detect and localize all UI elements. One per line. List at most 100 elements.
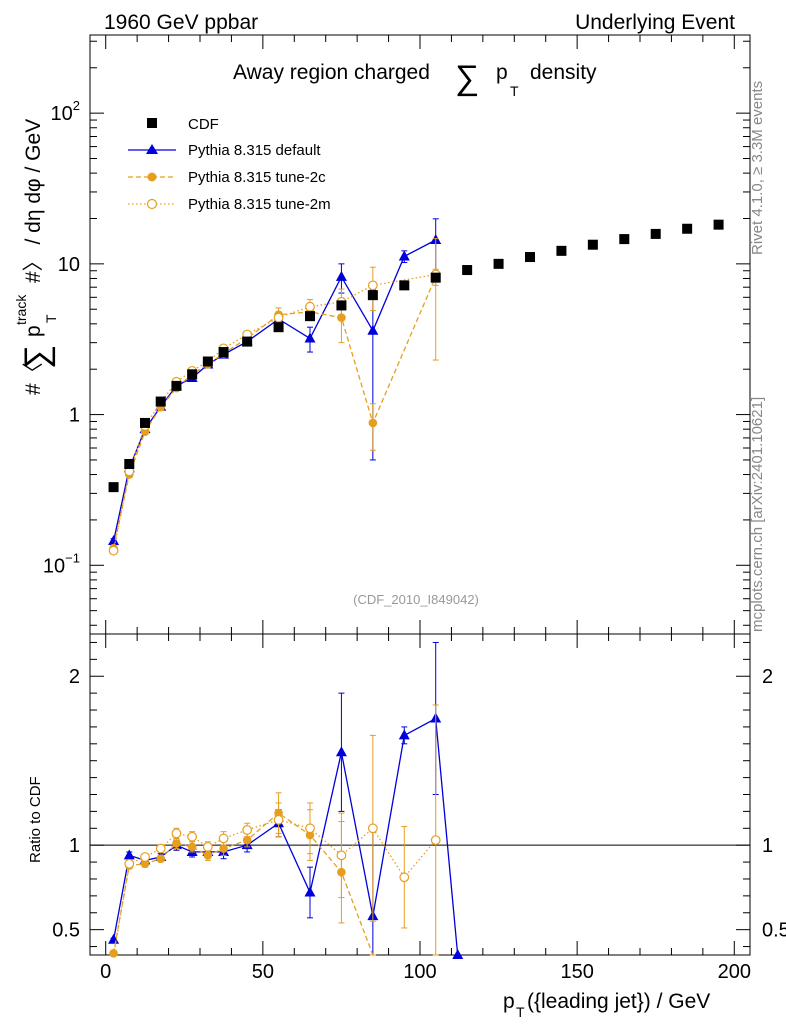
- ylabel-rest: #〉 / dη dφ / GeV: [22, 119, 45, 283]
- data-point-circle-open: [155, 843, 166, 854]
- data-point-circle-filled: [172, 839, 181, 848]
- legend-item-tune-2c: Pythia 8.315 tune-2c: [128, 169, 326, 186]
- data-point-triangle: [398, 250, 410, 261]
- ylabel-sup: track: [13, 294, 29, 325]
- ylabel-p: p: [22, 325, 45, 337]
- data-point-triangle: [304, 332, 316, 343]
- series-pythia-8-315-tune-2m: [110, 704, 441, 956]
- data-point-circle-open: [140, 852, 150, 862]
- main-title: Away region charged ∑ p T density: [233, 59, 597, 99]
- data-point-circle-open: [171, 828, 182, 839]
- data-point-circle-open: [242, 825, 253, 835]
- ylabel-sub: T: [43, 314, 59, 323]
- main-data-layer: [108, 218, 724, 556]
- data-point-square: [305, 311, 315, 322]
- data-point-square: [713, 219, 724, 230]
- data-point-triangle: [398, 729, 410, 740]
- ratio-y-tick-label-right: 2: [762, 666, 773, 688]
- main-y-label: #〈 ∑ p T track #〉 / dη dφ / GeV: [13, 119, 59, 395]
- legend-marker-default: [146, 144, 158, 154]
- series-pythia-8-315-default: [108, 641, 464, 959]
- title-sum-symbol: ∑: [455, 59, 479, 97]
- data-point-square: [218, 347, 229, 358]
- legend-marker-tune-2c: [147, 172, 157, 182]
- ratio-y-tick-label-left: 2: [69, 666, 80, 688]
- ratio-y-tick-label-right: 1: [762, 835, 773, 857]
- x-tick-label: 50: [252, 961, 274, 983]
- data-point-circle-open: [202, 841, 213, 852]
- title-suffix: density: [530, 61, 597, 84]
- data-point-circle-open: [273, 312, 284, 323]
- legend-item-tune-2m: Pythia 8.315 tune-2m: [128, 196, 331, 213]
- legend-label-tune-2c: Pythia 8.315 tune-2c: [188, 169, 326, 186]
- ylabel-sum: ∑: [18, 345, 56, 369]
- ratio-y-tick-label-right: 0.5: [762, 920, 786, 942]
- data-point-square: [682, 223, 693, 234]
- data-point-square: [556, 245, 567, 256]
- data-point-circle-filled: [219, 844, 228, 853]
- data-point-circle-open: [305, 301, 315, 312]
- y-tick-label: 1: [69, 405, 80, 427]
- data-point-circle-filled: [109, 949, 118, 958]
- legend: CDF Pythia 8.315 default Pythia 8.315 tu…: [128, 116, 331, 213]
- data-point-square: [650, 228, 661, 239]
- data-point-triangle: [335, 746, 347, 757]
- data-point-square: [462, 265, 473, 276]
- ratio-y-tick-label-left: 1: [69, 835, 80, 857]
- data-point-square: [140, 417, 150, 428]
- xlabel-rest: ({leading jet}) / GeV: [527, 990, 710, 1013]
- ylabel-hash: #〈: [22, 362, 45, 395]
- legend-label-cdf: CDF: [188, 116, 219, 133]
- xlabel-p: p: [503, 990, 515, 1013]
- data-point-square: [273, 322, 284, 333]
- data-point-square: [336, 300, 347, 311]
- header-right: Underlying Event: [575, 11, 735, 34]
- data-point-triangle: [108, 534, 120, 545]
- data-point-circle-filled: [368, 418, 378, 428]
- data-point-triangle: [452, 949, 464, 959]
- legend-item-cdf: CDF: [147, 116, 219, 133]
- header-left: 1960 GeV ppbar: [104, 11, 258, 34]
- data-point-circle-filled: [156, 854, 166, 863]
- legend-label-tune-2m: Pythia 8.315 tune-2m: [188, 196, 331, 213]
- data-point-triangle: [367, 324, 379, 335]
- title-p: p: [496, 61, 508, 84]
- title-sub-t: T: [510, 83, 519, 99]
- x-tick-label: 150: [560, 961, 593, 983]
- x-tick-label: 100: [403, 961, 436, 983]
- series-line-pythia-8-315-default: [112, 717, 459, 956]
- data-point-circle-open: [187, 831, 198, 842]
- series-line-pythia-8-315-tune-2c: [112, 812, 374, 956]
- y-tick-exponent: −1: [65, 550, 80, 565]
- series-pythia-8-315-tune-2c: [109, 792, 376, 958]
- data-point-square: [187, 369, 198, 380]
- data-point-square: [367, 290, 378, 301]
- data-point-square: [430, 272, 441, 283]
- data-point-triangle: [123, 849, 135, 860]
- data-point-circle-open: [124, 858, 135, 869]
- series-line-pythia-8-315-default: [112, 239, 437, 542]
- data-point-square: [155, 396, 166, 407]
- data-point-square: [493, 258, 504, 269]
- data-point-circle-filled: [242, 835, 252, 845]
- y-tick-label: 10: [58, 254, 80, 276]
- data-point-circle-open: [218, 833, 229, 844]
- x-tick-label: 0: [100, 961, 111, 983]
- title-prefix: Away region charged: [233, 61, 430, 84]
- data-point-circle-open: [273, 814, 284, 825]
- data-point-square: [399, 280, 410, 291]
- data-point-circle-open: [336, 850, 347, 861]
- rivet-version-text: Rivet 4.1.0, ≥ 3.3M events: [749, 81, 766, 255]
- ratio-y-tick-label-left: 0.5: [52, 920, 80, 942]
- mcplots-text: mcplots.cern.ch [arXiv:2401.10621]: [749, 397, 766, 632]
- legend-item-default: Pythia 8.315 default: [128, 142, 321, 159]
- data-point-circle-open: [367, 823, 378, 834]
- data-point-circle-open: [367, 280, 378, 291]
- data-point-triangle: [304, 886, 316, 897]
- data-point-circle-open: [108, 545, 119, 556]
- ratio-y-label: Ratio to CDF: [27, 776, 44, 863]
- data-point-circle-filled: [187, 842, 197, 852]
- data-point-circle-open: [430, 835, 441, 846]
- legend-label-default: Pythia 8.315 default: [188, 142, 321, 159]
- data-point-square: [108, 482, 119, 493]
